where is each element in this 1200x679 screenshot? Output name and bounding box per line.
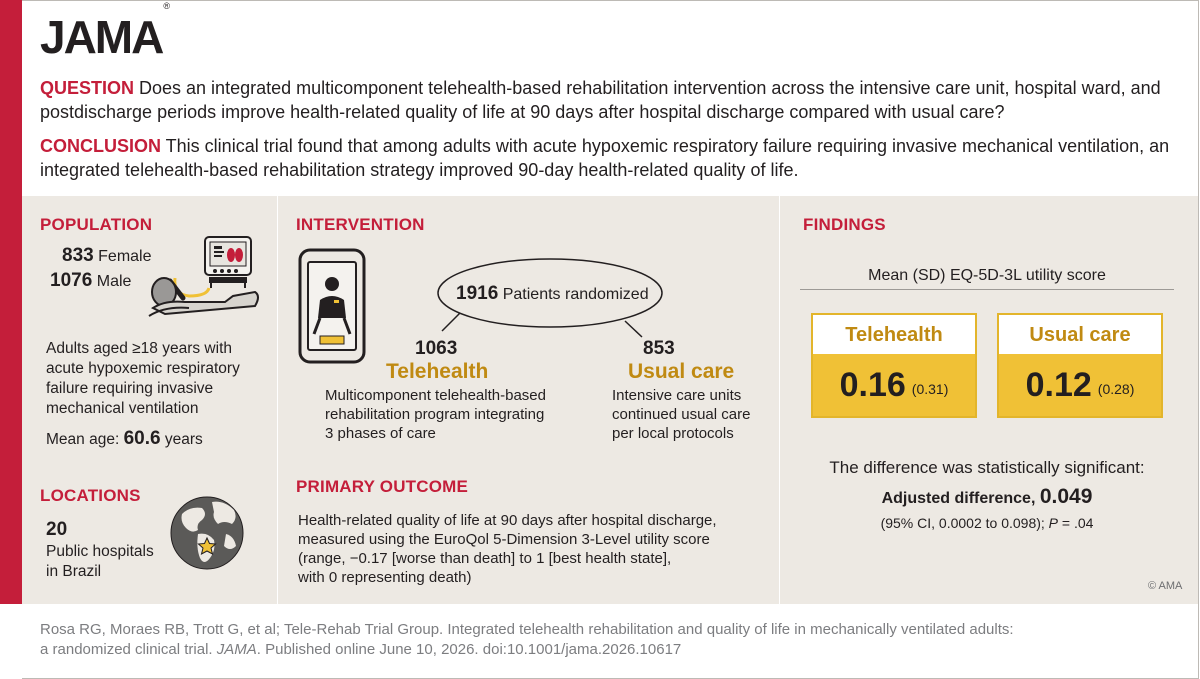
logo-text: JAMA [40, 11, 164, 63]
citation-line: Rosa RG, Moraes RB, Trott G, et al; Tele… [40, 621, 1014, 638]
usual-care-mean: 0.12 [1025, 365, 1092, 404]
telehealth-score-label: Telehealth [845, 324, 943, 346]
globe-icon [170, 496, 244, 570]
usual-care-score-card: Usual care 0.12 (0.28) [997, 313, 1163, 418]
locations-line: in Brazil [46, 563, 102, 580]
tablet-telehealth-icon [298, 248, 366, 364]
primary-outcome-line: with 0 representing death) [298, 569, 472, 586]
randomized-label: 1916 Patients randomized [456, 283, 649, 304]
usual-care-arm-desc: continued usual care [612, 406, 751, 423]
column-divider [277, 196, 278, 604]
question-text: Does an integrated multicomponent telehe… [40, 78, 1161, 122]
population-line: Adults aged ≥18 years with [46, 340, 232, 357]
telehealth-n: 1063 [415, 338, 458, 359]
locations-line: Public hospitals [46, 543, 154, 560]
usual-care-n: 853 [643, 338, 675, 359]
ventilated-patient-icon [148, 236, 259, 317]
confidence-interval: (95% CI, 0.0002 to 0.098); P = .04 [880, 515, 1094, 531]
telehealth-arm-desc: Multicomponent telehealth-based [325, 387, 546, 404]
population-line: acute hypoxemic respiratory [46, 360, 240, 377]
conclusion-label: CONCLUSION [40, 136, 161, 156]
telehealth-mean: 0.16 [839, 365, 906, 404]
question-block: QUESTION Does an integrated multicompone… [40, 76, 1180, 124]
telehealth-score-card: Telehealth 0.16 (0.31) [811, 313, 977, 418]
usual-care-arm-desc: Intensive care units [612, 387, 742, 404]
telehealth-sd: (0.31) [911, 381, 949, 397]
conclusion-block: CONCLUSION This clinical trial found tha… [40, 134, 1180, 182]
telehealth-arm-desc: rehabilitation program integrating [325, 406, 545, 423]
column-divider [779, 196, 780, 604]
question-label: QUESTION [40, 78, 135, 98]
telehealth-score-value: 0.16 (0.31) [813, 354, 975, 416]
citation: Rosa RG, Moraes RB, Trott G, et al; Tele… [40, 620, 1180, 660]
hospital-count: 20 [46, 519, 68, 540]
adjusted-difference: Adjusted difference, 0.049 [881, 485, 1093, 508]
conclusion-text: This clinical trial found that among adu… [40, 136, 1170, 180]
copyright-credit: © AMA [1148, 580, 1183, 592]
intervention-title: INTERVENTION [296, 215, 425, 234]
registered-mark: ® [163, 0, 170, 11]
telehealth-arm-name: Telehealth [386, 360, 489, 383]
accent-sidebar [0, 0, 22, 604]
locations-title: LOCATIONS [40, 486, 141, 505]
male-count: 1076 Male [50, 270, 132, 291]
primary-outcome-line: Health-related quality of life at 90 day… [298, 512, 717, 529]
citation-line: a randomized clinical trial. JAMA. Publi… [40, 641, 682, 658]
findings-title: FINDINGS [803, 215, 886, 234]
significance-statement: The difference was statistically signifi… [829, 458, 1145, 477]
telehealth-arm-desc: 3 phases of care [325, 425, 436, 442]
population-title: POPULATION [40, 215, 153, 234]
jama-logo: JAMA® [40, 1, 170, 63]
randomization-diagram [437, 258, 663, 338]
population-line: failure requiring invasive [46, 380, 214, 397]
usual-care-score-label: Usual care [1029, 324, 1131, 346]
mean-age: Mean age: 60.6 years [46, 428, 203, 449]
usual-care-arm-desc: per local protocols [612, 425, 734, 442]
journal-name: JAMA [216, 641, 257, 658]
primary-outcome-title: PRIMARY OUTCOME [296, 477, 469, 496]
usual-care-sd: (0.28) [1097, 381, 1135, 397]
female-count: 833 Female [62, 245, 152, 266]
primary-outcome-line: measured using the EuroQol 5-Dimension 3… [298, 531, 710, 548]
usual-care-score-value: 0.12 (0.28) [999, 354, 1161, 416]
findings-subtitle: Mean (SD) EQ-5D-3L utility score [868, 267, 1106, 284]
population-line: mechanical ventilation [46, 400, 199, 417]
usual-care-arm-name: Usual care [628, 360, 735, 383]
findings-rule [800, 289, 1174, 290]
primary-outcome-line: (range, −0.17 [worse than death] to 1 [b… [298, 550, 672, 567]
